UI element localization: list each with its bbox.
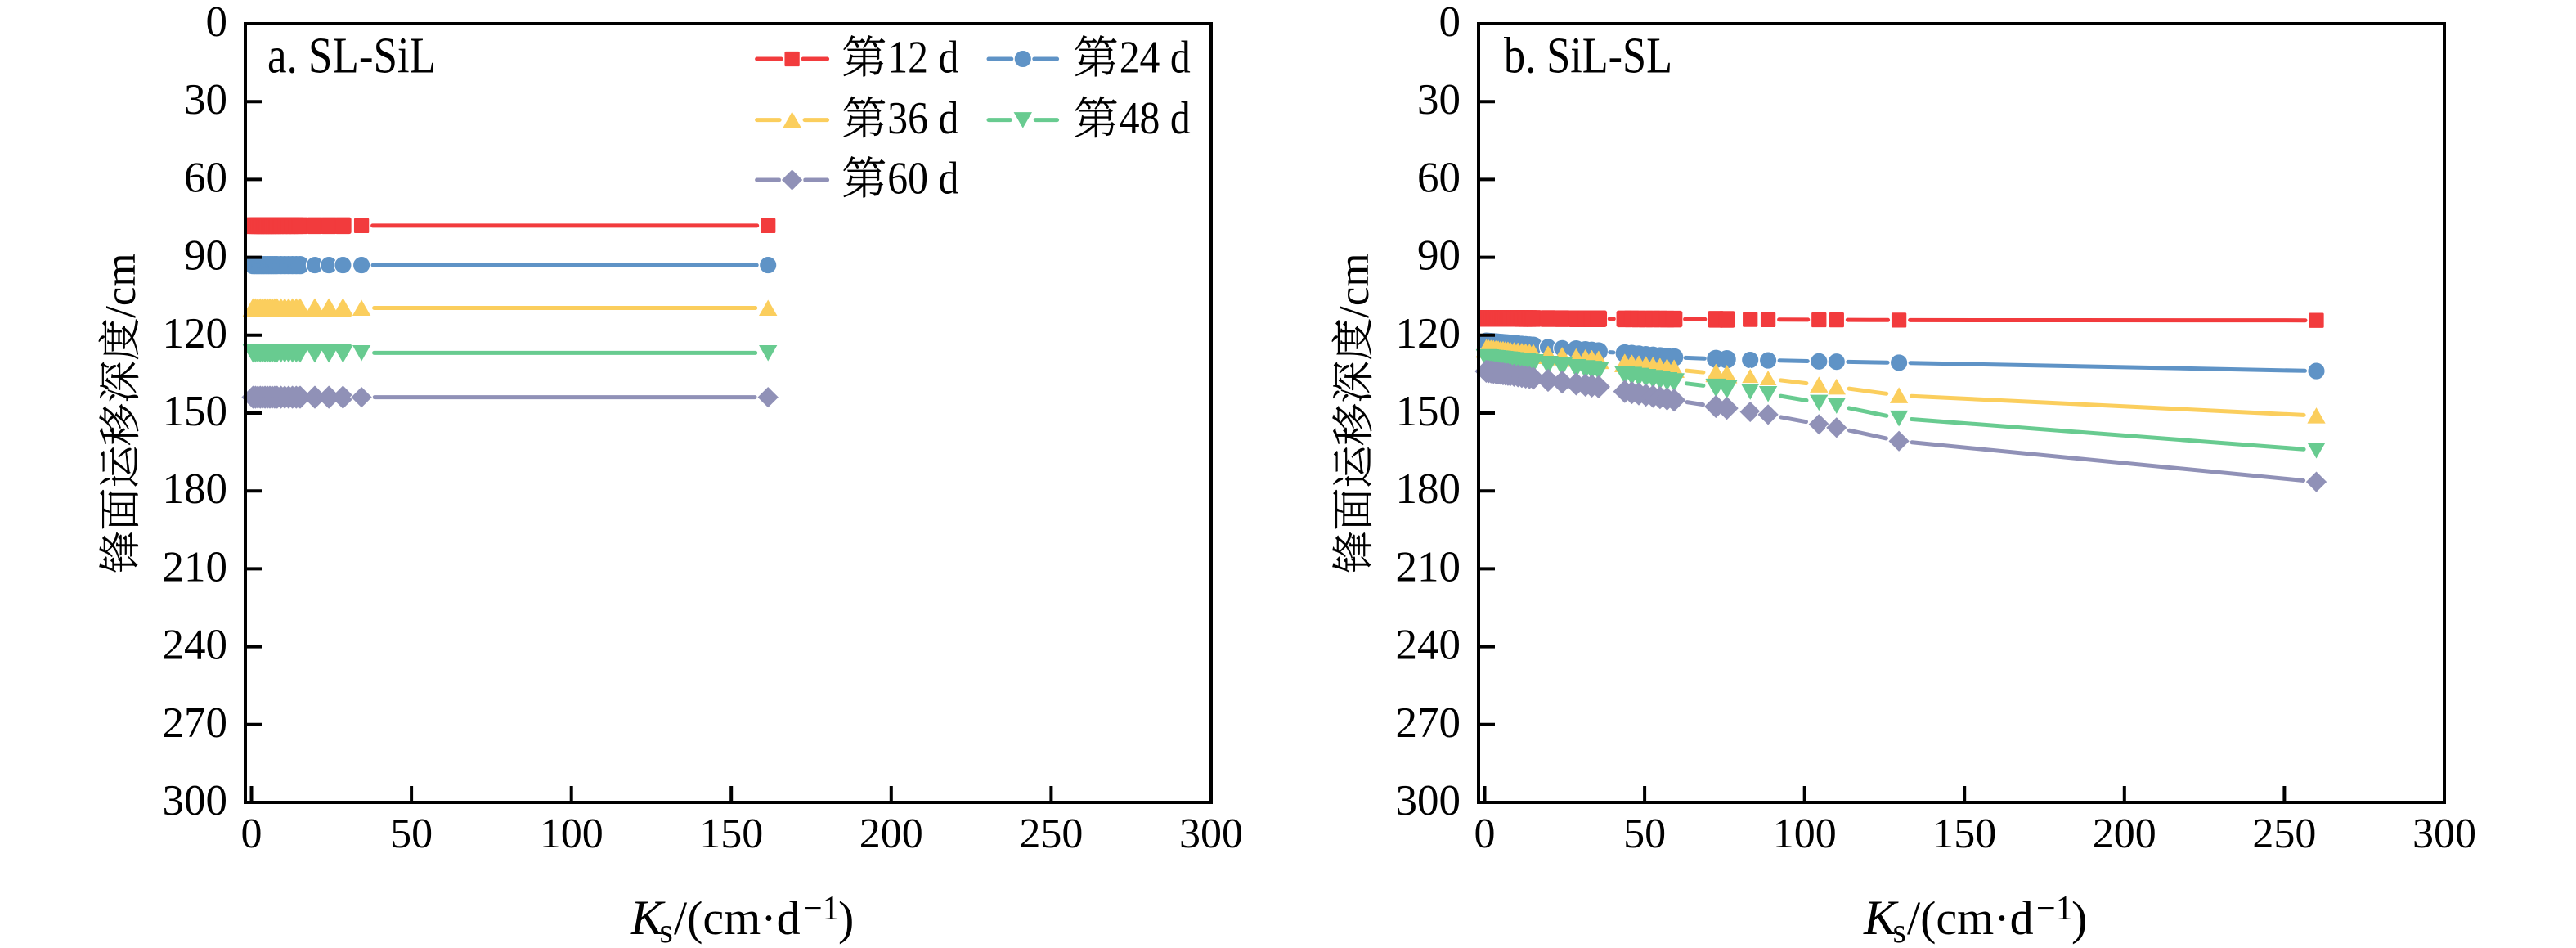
svg-text:/(cm·d: /(cm·d	[674, 892, 801, 945]
svg-text:/cm: /cm	[97, 253, 145, 317]
svg-text:270: 270	[1396, 699, 1461, 747]
svg-text:250: 250	[2252, 811, 2316, 857]
svg-text:200: 200	[859, 811, 923, 857]
svg-text:/cm: /cm	[1331, 253, 1378, 317]
svg-text:270: 270	[163, 699, 228, 747]
svg-text:b. SiL-SL: b. SiL-SL	[1504, 29, 1672, 84]
svg-text:K: K	[630, 891, 666, 945]
svg-text:K: K	[1863, 891, 1899, 945]
svg-text:0: 0	[206, 0, 228, 46]
svg-text:): )	[838, 892, 854, 945]
svg-text:150: 150	[1396, 388, 1461, 435]
svg-text:210: 210	[163, 543, 228, 591]
svg-text:0: 0	[1474, 811, 1496, 857]
svg-text:300: 300	[1179, 811, 1243, 857]
svg-text:s: s	[660, 913, 673, 948]
svg-text:240: 240	[163, 622, 228, 669]
svg-text:s: s	[1893, 913, 1906, 948]
svg-text:100: 100	[1773, 811, 1837, 857]
svg-text:12 d: 12 d	[887, 33, 958, 83]
svg-text:60 d: 60 d	[887, 154, 958, 204]
svg-text:300: 300	[2412, 811, 2476, 857]
svg-text:90: 90	[1417, 232, 1461, 280]
svg-text:30: 30	[184, 76, 227, 124]
svg-text:36 d: 36 d	[887, 93, 958, 144]
svg-text:0: 0	[1439, 0, 1461, 46]
svg-text:200: 200	[2093, 811, 2156, 857]
svg-text:300: 300	[1396, 777, 1461, 824]
svg-text:24 d: 24 d	[1120, 33, 1191, 83]
svg-text:120: 120	[163, 310, 228, 357]
svg-text:100: 100	[540, 811, 604, 857]
svg-text:210: 210	[1396, 543, 1461, 591]
svg-text:/(cm·d: /(cm·d	[1907, 892, 2034, 945]
svg-text:−1: −1	[2036, 890, 2073, 928]
svg-text:50: 50	[390, 811, 433, 857]
svg-text:180: 180	[1396, 465, 1461, 513]
svg-text:48 d: 48 d	[1120, 93, 1191, 144]
svg-text:180: 180	[163, 465, 228, 513]
svg-text:0: 0	[241, 811, 263, 857]
svg-text:150: 150	[1932, 811, 1996, 857]
svg-text:60: 60	[1417, 154, 1461, 201]
svg-text:250: 250	[1019, 811, 1083, 857]
svg-text:30: 30	[1417, 76, 1461, 124]
svg-text:120: 120	[1396, 310, 1461, 357]
svg-text:60: 60	[184, 154, 227, 201]
svg-text:150: 150	[163, 388, 228, 435]
svg-text:300: 300	[163, 777, 228, 824]
svg-text:−1: −1	[803, 890, 840, 928]
svg-text:90: 90	[184, 232, 227, 280]
svg-text:240: 240	[1396, 622, 1461, 669]
svg-text:): )	[2071, 892, 2087, 945]
svg-text:a. SL-SiL: a. SL-SiL	[267, 29, 436, 84]
svg-text:150: 150	[699, 811, 763, 857]
svg-text:50: 50	[1623, 811, 1666, 857]
